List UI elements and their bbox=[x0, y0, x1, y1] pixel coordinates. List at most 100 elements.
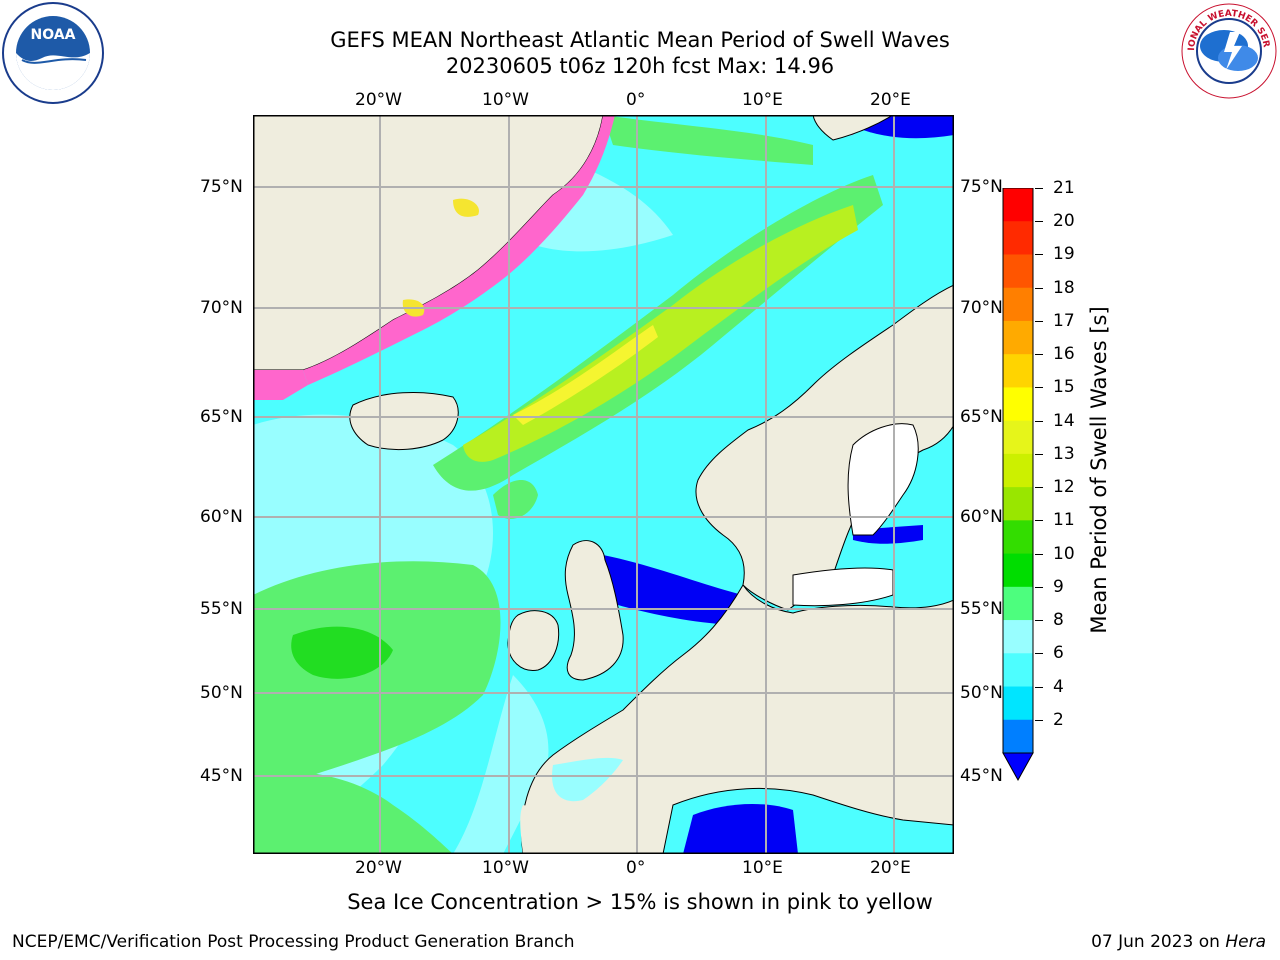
lat-label-right: 45°N bbox=[960, 766, 1003, 786]
colorbar-band bbox=[1003, 553, 1033, 588]
sea-ice-note: Sea Ice Concentration > 15% is shown in … bbox=[347, 890, 933, 914]
colorbar-tick-label: 18 bbox=[1053, 277, 1075, 298]
nws-logo: NATIONAL WEATHER SERVICE bbox=[1176, 0, 1278, 100]
footer-credit: NCEP/EMC/Verification Post Processing Pr… bbox=[12, 932, 575, 952]
colorbar-band bbox=[1003, 520, 1033, 555]
map-frame bbox=[253, 115, 954, 854]
calm-zone bbox=[683, 803, 798, 854]
lat-label-left: 55°N bbox=[200, 599, 243, 619]
colorbar-extend-arrow bbox=[1002, 752, 1034, 782]
swell-period-map bbox=[253, 115, 954, 854]
swell-zone-green bbox=[253, 561, 501, 815]
chart-subtitle: 20230605 t06z 120h fcst Max: 14.96 bbox=[445, 54, 835, 78]
colorbar-tick-label: 9 bbox=[1053, 576, 1064, 597]
lon-label-bottom: 10°W bbox=[482, 858, 529, 878]
lat-label-right: 50°N bbox=[960, 683, 1003, 703]
lon-label-bottom: 0° bbox=[626, 858, 646, 878]
colorbar-tick bbox=[1035, 320, 1043, 322]
lat-label-right: 60°N bbox=[960, 507, 1003, 527]
lat-label-right: 65°N bbox=[960, 407, 1003, 427]
lat-label-left: 50°N bbox=[200, 683, 243, 703]
lon-label-top: 10°E bbox=[742, 90, 783, 110]
swell-zone-green bbox=[603, 115, 813, 165]
land-great-britain bbox=[564, 540, 624, 681]
colorbar-band bbox=[1003, 320, 1033, 355]
lat-label-left: 70°N bbox=[200, 298, 243, 318]
swell-band-yellow bbox=[513, 325, 658, 425]
colorbar-tick-label: 14 bbox=[1053, 410, 1075, 431]
land-svalbard bbox=[812, 115, 894, 141]
colorbar-tick bbox=[1035, 420, 1043, 422]
lon-label-bottom: 20°E bbox=[870, 858, 911, 878]
colorbar-outline bbox=[1002, 187, 1034, 754]
lon-label-top: 10°W bbox=[482, 90, 529, 110]
swell-zone-green bbox=[493, 480, 538, 519]
colorbar-tick bbox=[1035, 586, 1043, 588]
colorbar-tick-label: 15 bbox=[1053, 377, 1075, 398]
chart-title: GEFS MEAN Northeast Atlantic Mean Period… bbox=[330, 28, 950, 52]
sea-ice-pink bbox=[253, 370, 308, 400]
land-iceland bbox=[349, 392, 459, 450]
colorbar-band bbox=[1003, 221, 1033, 255]
swell-zone-dark-green bbox=[291, 626, 393, 679]
colorbar-tick bbox=[1035, 653, 1043, 655]
lat-label-right: 70°N bbox=[960, 298, 1003, 318]
lat-label-left: 60°N bbox=[200, 507, 243, 527]
colorbar-tick bbox=[1035, 387, 1043, 389]
colorbar-tick bbox=[1035, 188, 1043, 189]
colorbar-tick-label: 16 bbox=[1053, 344, 1075, 365]
lon-label-top: 0° bbox=[626, 90, 646, 110]
map-panel bbox=[253, 115, 954, 854]
colorbar-band bbox=[1003, 686, 1033, 721]
colorbar-scale bbox=[1002, 187, 1034, 782]
footer-host: Hera bbox=[1225, 932, 1266, 952]
footer-date-text: 07 Jun 2023 on bbox=[1091, 932, 1226, 952]
lat-label-left: 75°N bbox=[200, 177, 243, 197]
lon-label-top: 20°E bbox=[870, 90, 911, 110]
swell-zone-green bbox=[253, 771, 453, 854]
lon-label-bottom: 10°E bbox=[742, 858, 783, 878]
colorbar-tick bbox=[1035, 287, 1043, 289]
colorbar-band bbox=[1003, 188, 1033, 222]
colorbar-tick-label: 21 bbox=[1053, 178, 1075, 198]
colorbar-tick-label: 10 bbox=[1053, 543, 1075, 564]
colorbar-tick-label: 6 bbox=[1053, 643, 1064, 664]
baltic-sea bbox=[847, 423, 919, 536]
colorbar-tick-label: 11 bbox=[1053, 510, 1075, 531]
colorbar-band bbox=[1003, 420, 1033, 455]
colorbar-tick bbox=[1035, 520, 1043, 522]
colorbar-tick bbox=[1035, 553, 1043, 555]
colorbar-band bbox=[1003, 620, 1033, 654]
colorbar-band bbox=[1003, 254, 1033, 289]
colorbar-band bbox=[1003, 719, 1033, 754]
colorbar-tick bbox=[1035, 221, 1043, 223]
colorbar-tick bbox=[1035, 686, 1043, 688]
colorbar-tick-label: 19 bbox=[1053, 244, 1075, 265]
land-iberia bbox=[520, 805, 613, 854]
colorbar-band bbox=[1003, 653, 1033, 688]
calm-zone bbox=[863, 115, 954, 139]
colorbar-tick-label: 20 bbox=[1053, 211, 1075, 232]
colorbar-band bbox=[1003, 354, 1033, 388]
colorbar-band bbox=[1003, 586, 1033, 621]
colorbar-tick-label: 13 bbox=[1053, 443, 1075, 464]
colorbar-tick-label: 8 bbox=[1053, 610, 1064, 631]
colorbar-tick bbox=[1035, 719, 1043, 721]
colorbar-tick-label: 12 bbox=[1053, 477, 1075, 498]
sea-ice-yellow bbox=[453, 198, 479, 217]
colorbar-tick bbox=[1035, 487, 1043, 489]
colorbar-tick-label: 4 bbox=[1053, 676, 1064, 697]
colorbar-tick bbox=[1035, 620, 1043, 622]
colorbar-band bbox=[1003, 453, 1033, 488]
colorbar-tick bbox=[1035, 354, 1043, 356]
lat-label-right: 55°N bbox=[960, 599, 1003, 619]
lon-label-bottom: 20°W bbox=[355, 858, 402, 878]
map-grid bbox=[253, 115, 954, 854]
noaa-logo: NOAA bbox=[2, 2, 104, 104]
colorbar-tick bbox=[1035, 453, 1043, 455]
lat-label-left: 45°N bbox=[200, 766, 243, 786]
colorbar-band bbox=[1003, 387, 1033, 422]
lat-label-left: 65°N bbox=[200, 407, 243, 427]
footer-date: 07 Jun 2023 on Hera bbox=[1091, 932, 1266, 952]
colorbar-title: Mean Period of Swell Waves [s] bbox=[1087, 306, 1111, 634]
